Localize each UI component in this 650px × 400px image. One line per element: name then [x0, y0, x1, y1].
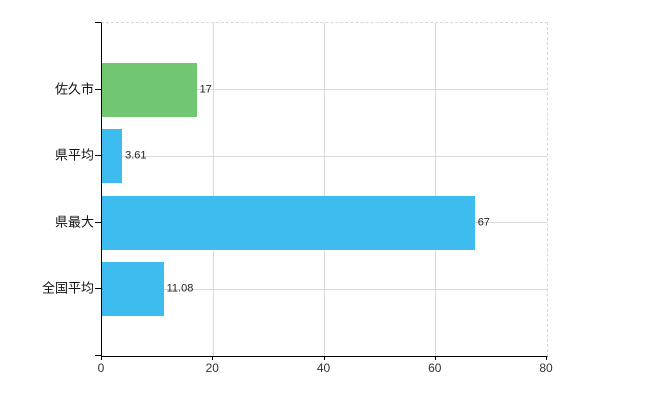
plot-area: 17 3.61 67 11.08: [101, 22, 548, 357]
y-category-label: 県平均: [54, 147, 94, 163]
bar-value-label: 17: [199, 83, 212, 96]
y-category-label: 佐久市: [54, 81, 94, 97]
y-axis-tick: [95, 221, 101, 223]
y-axis-tick: [95, 88, 101, 90]
x-tick-label: 0: [97, 361, 105, 375]
x-tick-label: 60: [428, 361, 442, 375]
y-category-label: 全国平均: [41, 280, 94, 296]
bar: [102, 262, 164, 317]
bar-value-label: 11.08: [166, 282, 194, 295]
bar: [102, 129, 123, 184]
x-tick-label: 40: [316, 361, 331, 375]
x-axis-tick: [323, 356, 325, 360]
y-axis-tick: [95, 22, 101, 23]
x-axis-tick: [546, 356, 547, 360]
bar: [102, 62, 197, 117]
v-gridline: [324, 23, 325, 356]
y-axis-tick: [95, 155, 101, 157]
y-axis-tick: [95, 355, 101, 356]
x-axis-tick: [212, 356, 214, 360]
v-gridline: [212, 23, 214, 356]
y-axis-tick: [95, 288, 101, 290]
x-tick-label: 80: [539, 361, 553, 375]
x-tick-label: 20: [205, 361, 219, 375]
bar-value-label: 3.61: [125, 149, 147, 162]
x-axis-tick: [434, 356, 436, 360]
y-category-label: 県最大: [54, 214, 94, 230]
bar: [102, 195, 475, 250]
x-axis-tick: [101, 356, 102, 360]
v-gridline: [435, 23, 437, 356]
bar-value-label: 67: [477, 216, 490, 229]
